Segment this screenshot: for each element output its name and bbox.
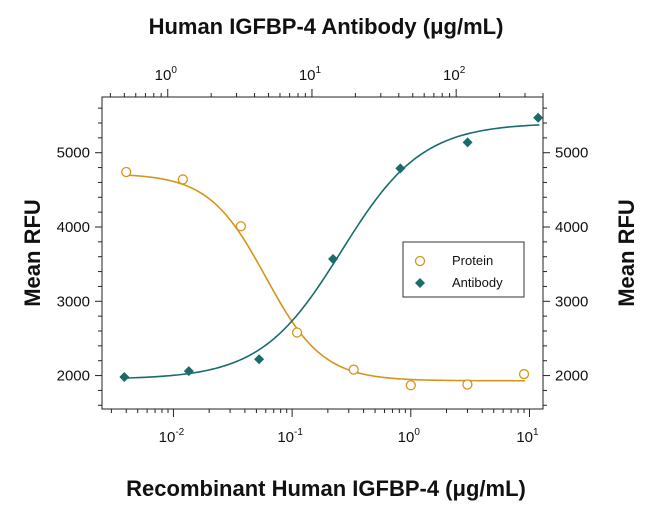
y-tick-label-left: 5000 (57, 145, 90, 162)
y-tick-label-right: 2000 (555, 368, 588, 385)
chart-title: Human IGFBP-4 Antibody (μg/mL) (149, 14, 504, 39)
protein-point (405, 380, 416, 391)
x2-tick-exponent: 0 (171, 65, 177, 76)
protein-point (518, 368, 530, 380)
protein-point (235, 221, 247, 232)
points-layer (119, 112, 544, 391)
y-axis-title-right: Mean RFU (614, 199, 639, 307)
legend-antibody-marker (415, 278, 425, 288)
x-tick-exponent: -2 (175, 427, 184, 438)
protein-point (348, 364, 359, 375)
protein-point (462, 379, 473, 390)
antibody-point (395, 163, 406, 174)
antibody-point (254, 354, 265, 365)
antibody-point (328, 253, 339, 264)
x-tick-exponent: -1 (294, 427, 303, 438)
y-tick-label-right: 5000 (555, 145, 588, 162)
legend-antibody-label: Antibody (452, 275, 503, 290)
legend-protein-label: Protein (452, 253, 493, 268)
antibody-point (533, 112, 544, 123)
protein-fit-curve (126, 174, 526, 382)
y-tick-label-left: 4000 (57, 219, 90, 236)
antibody-point (183, 366, 194, 377)
protein-point (291, 327, 303, 338)
y-axis-title-left: Mean RFU (20, 199, 45, 307)
protein-point (121, 166, 132, 178)
plot-frame (101, 96, 544, 410)
x-tick-exponent: 0 (414, 427, 420, 438)
protein-point (177, 174, 188, 185)
legend-box (402, 241, 525, 298)
antibody-point (462, 137, 473, 148)
x-axis-title: Recombinant Human IGFBP-4 (μg/mL) (126, 476, 526, 501)
y-tick-label-right: 3000 (555, 293, 588, 310)
x2-tick-exponent: 1 (316, 65, 322, 76)
antibody-point (119, 372, 130, 383)
legend: Protein Antibody (402, 241, 525, 298)
x-tick-exponent: 1 (533, 427, 539, 438)
x2-tick-exponent: 2 (460, 65, 466, 76)
y-tick-label-right: 4000 (555, 219, 588, 236)
legend-protein-marker (414, 255, 426, 267)
y-tick-label-left: 3000 (57, 293, 90, 310)
y-tick-label-left: 2000 (57, 368, 90, 385)
